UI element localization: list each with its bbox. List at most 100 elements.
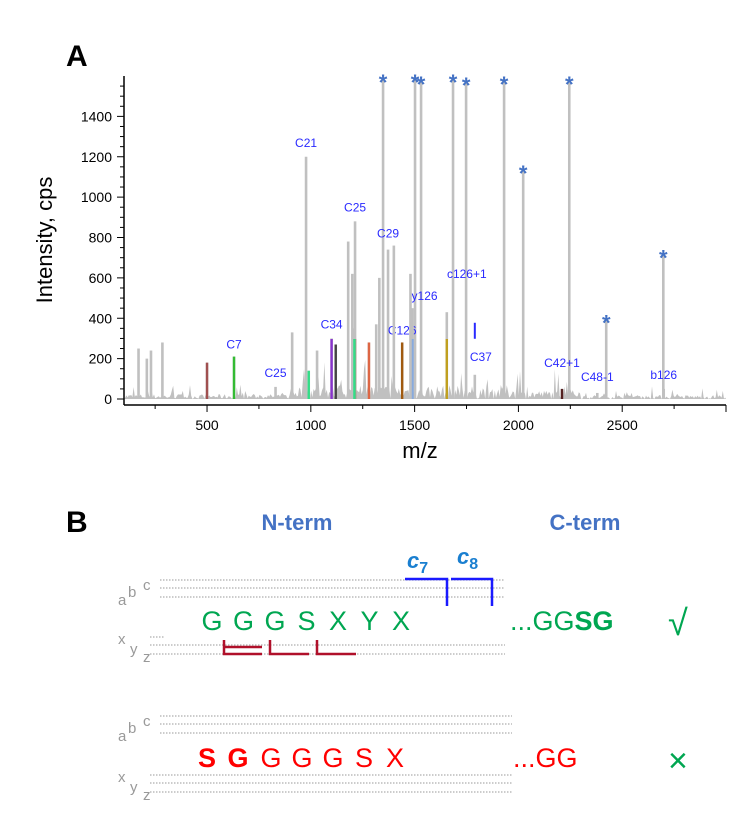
ion-c: c bbox=[143, 713, 151, 730]
panel-b-letter: B bbox=[66, 506, 88, 539]
y-tick-label: 400 bbox=[89, 310, 113, 326]
peak-star-marker: * bbox=[379, 70, 388, 95]
peak-star-marker: * bbox=[602, 310, 611, 335]
peak-star-marker: * bbox=[659, 246, 668, 271]
residue: G bbox=[264, 606, 285, 636]
spectrum-peak bbox=[290, 332, 294, 399]
peak-label: C7 bbox=[226, 338, 242, 352]
spectrum-peak bbox=[274, 386, 277, 399]
spectrum-peak-highlight bbox=[353, 339, 356, 399]
spectrum-peak-highlight bbox=[334, 344, 337, 399]
ion-a: a bbox=[118, 592, 127, 609]
sequence-2-c-term: ...GG bbox=[513, 743, 578, 773]
y-tick-label: 1400 bbox=[81, 108, 112, 124]
residue: G bbox=[291, 743, 312, 773]
spectrum-peak bbox=[604, 318, 608, 399]
spectrum-peak bbox=[662, 388, 666, 399]
peak-label: C48-1 bbox=[581, 370, 614, 384]
y-tick-label: 200 bbox=[89, 351, 113, 367]
spectrum-peak bbox=[381, 78, 385, 400]
x-tick-label: 2500 bbox=[607, 417, 638, 433]
spectrum-peak bbox=[161, 342, 164, 399]
ion-x: x bbox=[118, 769, 126, 786]
ion-a: a bbox=[118, 728, 127, 745]
c-term-label: C-term bbox=[550, 510, 621, 535]
spectrum-peak-highlight bbox=[307, 370, 310, 399]
peak-label: C25 bbox=[344, 200, 366, 214]
sequence-1-c-term: ...GGSG bbox=[510, 606, 614, 636]
y-tick-label: 800 bbox=[89, 230, 113, 246]
spectrum-peak bbox=[409, 273, 412, 399]
spectrum-peak-highlight bbox=[205, 362, 209, 399]
y-axis-label: Intensity, cps bbox=[32, 177, 57, 304]
peak-label: c126+1 bbox=[447, 267, 487, 281]
spectrum-peak bbox=[521, 168, 525, 399]
panel-a-letter: A bbox=[66, 40, 88, 73]
residue: X bbox=[386, 743, 404, 773]
peak-label: C25 bbox=[265, 366, 287, 380]
x-tick-label: 1000 bbox=[295, 417, 326, 433]
spectrum-peak bbox=[378, 277, 381, 399]
spectrum-peak bbox=[386, 249, 390, 399]
spectrum-peak bbox=[502, 80, 506, 399]
spectrum-peak bbox=[392, 245, 396, 399]
spectrum-peak bbox=[304, 156, 308, 399]
peak-star-marker: * bbox=[449, 70, 458, 95]
spectrum-peak-highlight bbox=[367, 342, 371, 399]
x-tick-label: 500 bbox=[195, 417, 219, 433]
peak-label: C29 bbox=[377, 227, 399, 241]
peak-star-marker: * bbox=[462, 73, 471, 98]
residue: G bbox=[322, 743, 343, 773]
residue: Y bbox=[360, 606, 378, 636]
spectrum-peak bbox=[315, 350, 319, 399]
residue: X bbox=[392, 606, 410, 636]
spectrum-peak bbox=[137, 348, 140, 399]
spectrum-peak bbox=[413, 78, 417, 400]
checkmark-icon: √ bbox=[668, 602, 688, 643]
ion-b: b bbox=[128, 584, 136, 601]
residue: G bbox=[233, 606, 254, 636]
c37-marker bbox=[473, 322, 476, 339]
spectrum-peak bbox=[451, 78, 455, 400]
c8-label: c8 bbox=[457, 544, 478, 573]
peak-star-marker: * bbox=[411, 70, 420, 95]
spectrum-peak bbox=[464, 81, 468, 399]
ion-x: x bbox=[118, 631, 126, 648]
spectrum-peak bbox=[662, 253, 665, 399]
spectrum-peak bbox=[473, 374, 477, 399]
spectrum-peak bbox=[346, 241, 350, 399]
peak-star-marker: * bbox=[519, 161, 528, 186]
residue-bold: G bbox=[227, 743, 248, 773]
residue: X bbox=[329, 606, 347, 636]
peak-label: y126 bbox=[412, 289, 438, 303]
spectrum-peak bbox=[353, 221, 357, 399]
spectrum-peak-highlight bbox=[411, 339, 414, 399]
residue: S bbox=[355, 743, 373, 773]
c-ion-brackets bbox=[405, 577, 494, 606]
spectrum-peak bbox=[145, 358, 149, 399]
peak-star-marker: * bbox=[417, 72, 426, 97]
residue: G bbox=[260, 743, 281, 773]
spectrum-peak bbox=[374, 324, 378, 399]
ion-y: y bbox=[130, 641, 138, 658]
spectrum-peak bbox=[419, 80, 423, 399]
y-tick-label: 0 bbox=[104, 391, 112, 407]
cross-icon: × bbox=[668, 742, 688, 780]
spectrum-baseline bbox=[124, 359, 726, 399]
ion-z: z bbox=[143, 649, 151, 666]
peak-label: C37 bbox=[470, 350, 492, 364]
residue-bold: S bbox=[198, 743, 216, 773]
spectrum-peak bbox=[149, 350, 153, 399]
spectrum-peak bbox=[595, 392, 599, 399]
spectrum-peak-highlight bbox=[445, 339, 448, 399]
spectrum-peak-highlight bbox=[232, 356, 236, 399]
y-ion-brackets bbox=[222, 640, 356, 656]
ion-y: y bbox=[130, 779, 138, 796]
c7-label: c7 bbox=[407, 548, 428, 577]
residue: S bbox=[297, 606, 315, 636]
peak-label: C21 bbox=[295, 136, 317, 150]
y-tick-label: 600 bbox=[89, 270, 113, 286]
